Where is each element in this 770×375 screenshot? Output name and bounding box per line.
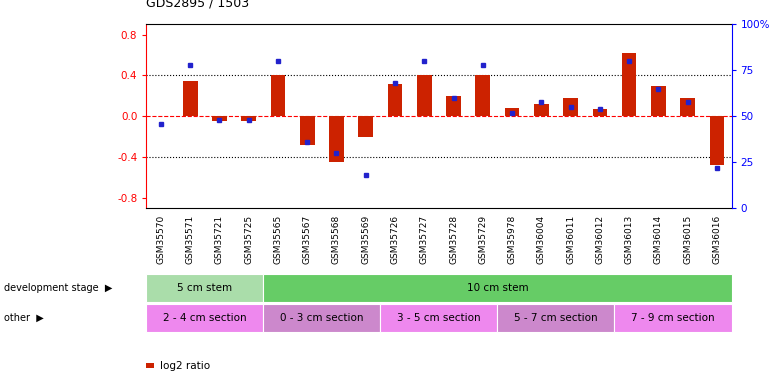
Text: 7 - 9 cm section: 7 - 9 cm section <box>631 313 715 323</box>
Bar <box>622 53 637 116</box>
Text: 3 - 5 cm section: 3 - 5 cm section <box>397 313 480 323</box>
Bar <box>651 86 665 116</box>
Bar <box>330 116 344 162</box>
Text: other  ▶: other ▶ <box>4 313 44 323</box>
Bar <box>300 116 315 145</box>
Text: development stage  ▶: development stage ▶ <box>4 283 112 293</box>
Bar <box>213 116 227 122</box>
Bar <box>593 109 608 116</box>
Bar <box>359 116 373 136</box>
Text: 5 cm stem: 5 cm stem <box>177 283 233 293</box>
Bar <box>534 104 549 116</box>
Bar <box>710 116 725 165</box>
Text: 10 cm stem: 10 cm stem <box>467 283 528 293</box>
Text: 0 - 3 cm section: 0 - 3 cm section <box>280 313 363 323</box>
Bar <box>681 98 695 116</box>
Bar <box>564 98 578 116</box>
Bar <box>417 75 431 116</box>
Bar <box>388 84 403 116</box>
Bar <box>505 108 520 116</box>
Text: 2 - 4 cm section: 2 - 4 cm section <box>163 313 246 323</box>
Text: 5 - 7 cm section: 5 - 7 cm section <box>514 313 598 323</box>
Bar <box>476 75 490 116</box>
Bar <box>242 116 256 122</box>
Bar <box>183 81 197 116</box>
Bar <box>271 75 286 116</box>
Bar <box>447 96 460 116</box>
Text: log2 ratio: log2 ratio <box>160 361 210 370</box>
Text: GDS2895 / 1503: GDS2895 / 1503 <box>146 0 249 9</box>
